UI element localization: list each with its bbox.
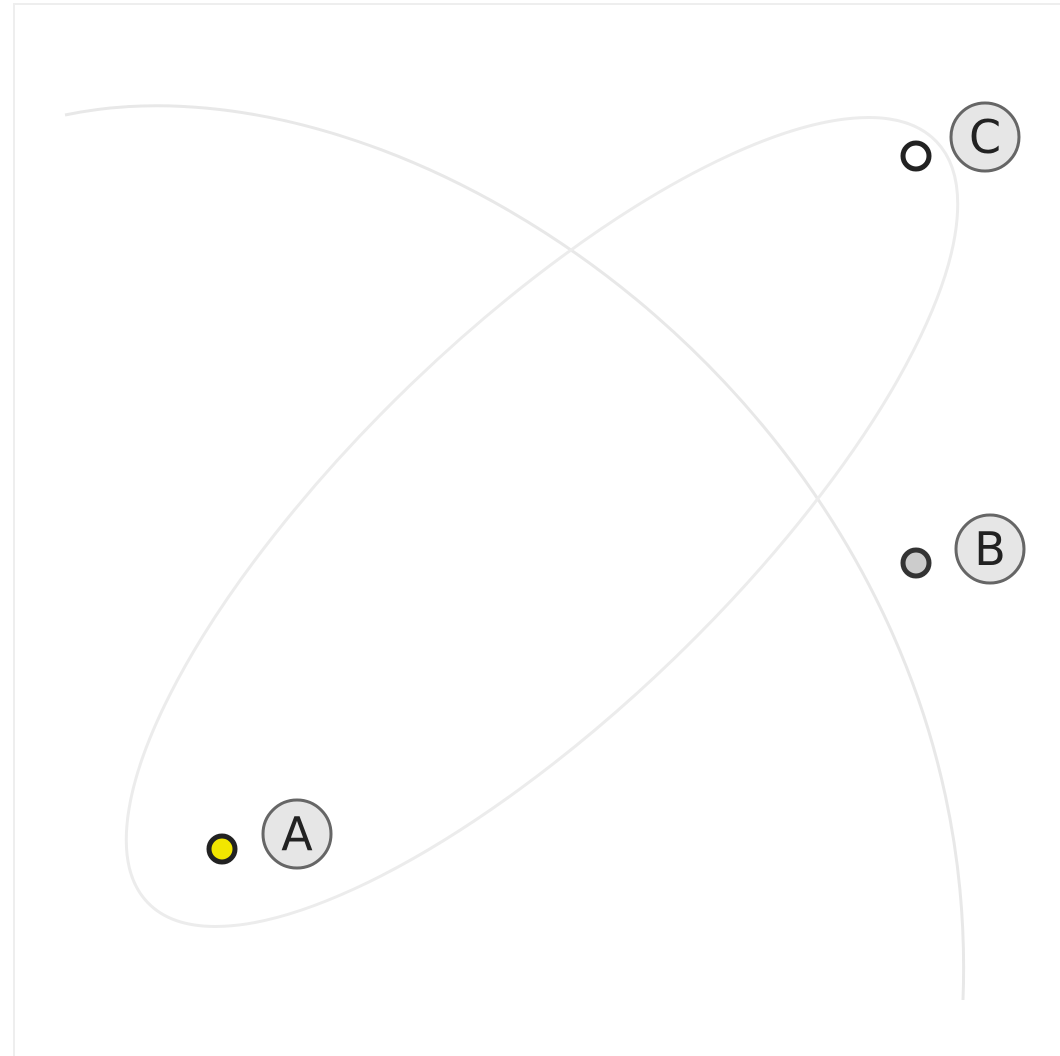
- node-label: B: [974, 522, 1006, 576]
- frame: [13, 3, 1060, 1056]
- orbit-large: [64, 104, 966, 1001]
- node-label: C: [969, 110, 1001, 164]
- point-a[interactable]: [206, 833, 238, 865]
- point-c[interactable]: [900, 140, 932, 172]
- badge-b: B: [954, 513, 1026, 585]
- badge-circle: [954, 513, 1026, 585]
- badge-a: A: [261, 798, 333, 870]
- point-b[interactable]: [900, 547, 932, 579]
- node-label: A: [281, 807, 313, 861]
- badge-c: C: [949, 101, 1021, 173]
- orbit-ellipse: [124, 116, 960, 928]
- badge-circle: [261, 798, 333, 870]
- badge-circle: [949, 101, 1021, 173]
